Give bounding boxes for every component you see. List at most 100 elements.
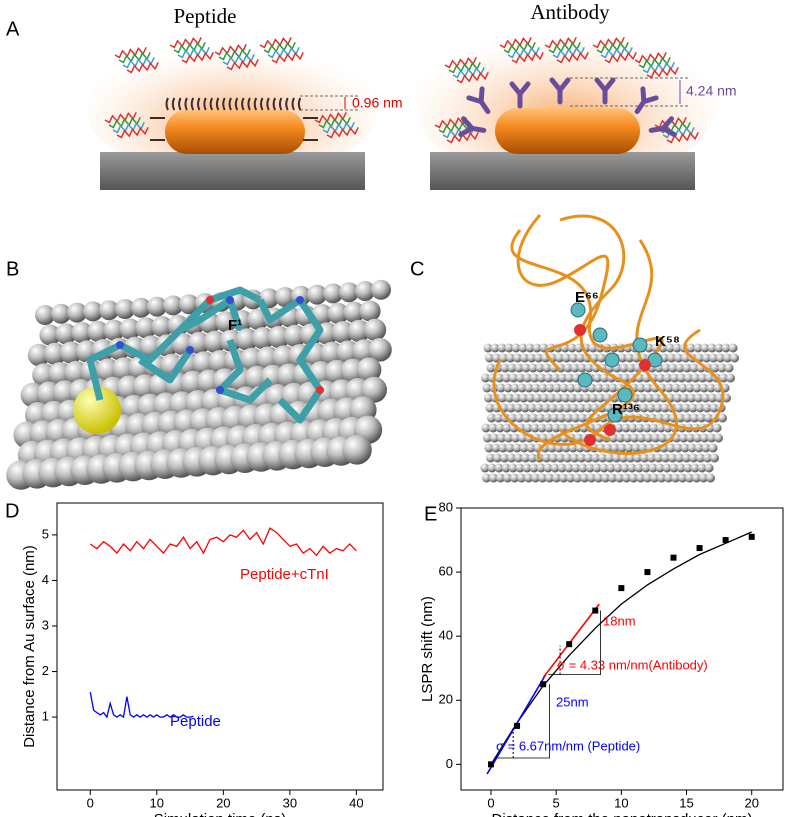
atom [554, 393, 563, 403]
point [487, 761, 494, 768]
atom [356, 357, 382, 383]
nanorod [165, 110, 305, 154]
atom [505, 393, 514, 403]
panel-label: D [5, 500, 19, 522]
atom [116, 341, 124, 349]
atom [621, 423, 631, 433]
x-axis-label: Distance from the nanotransducer (nm) [492, 811, 753, 817]
y-tick-label: 80 [439, 499, 453, 514]
atom [481, 373, 490, 383]
atom [569, 403, 579, 413]
atom [685, 473, 694, 483]
atom [694, 443, 704, 453]
atom [517, 473, 526, 483]
atom [655, 463, 665, 473]
atom [681, 403, 691, 413]
atom [343, 301, 365, 323]
point [592, 607, 599, 614]
antibody [466, 86, 491, 115]
atom [542, 453, 551, 463]
atom [542, 363, 552, 373]
atom [665, 343, 675, 353]
atom [514, 363, 524, 373]
atom [537, 373, 546, 383]
atom [519, 393, 528, 403]
substrate [100, 152, 365, 190]
atom [707, 433, 716, 443]
atom [525, 343, 535, 353]
atom [589, 393, 598, 403]
atom [674, 403, 684, 413]
annotation: σ = 6.67nm/nm (Peptide) [496, 738, 640, 753]
atom [516, 373, 525, 383]
x-tick-label: 15 [679, 795, 693, 810]
panel-label: A [6, 18, 20, 40]
atom [594, 383, 604, 393]
strand [122, 56, 155, 69]
y-tick-label: 1 [42, 709, 49, 724]
atom [521, 453, 530, 463]
atom [699, 473, 708, 483]
atom [686, 433, 695, 443]
atom [71, 322, 93, 344]
atom [673, 443, 683, 453]
atom [251, 327, 275, 350]
peptide [272, 97, 277, 111]
peptide [266, 97, 270, 111]
annotation: σ = 4.33 nm/nm(Antibody) [557, 657, 708, 672]
atom [502, 423, 512, 433]
atom [687, 443, 697, 453]
atom [593, 373, 602, 383]
strand [666, 131, 699, 144]
atom [714, 433, 723, 443]
atom [339, 282, 359, 303]
atom [650, 473, 659, 483]
atom [674, 353, 683, 363]
strand [438, 121, 471, 134]
atom [684, 373, 693, 383]
strand [434, 116, 467, 129]
atom [710, 363, 720, 373]
strand [314, 111, 347, 124]
atom [486, 453, 495, 463]
atom [699, 383, 709, 393]
atom [535, 363, 545, 373]
strand [318, 116, 351, 129]
strand [267, 46, 300, 59]
y-tick-label: 5 [42, 526, 49, 541]
atom [511, 343, 521, 353]
atom [547, 443, 557, 453]
atom [488, 423, 498, 433]
peptide [222, 97, 226, 111]
antibody [648, 116, 677, 138]
atom [636, 383, 646, 393]
atom [526, 393, 535, 403]
atom [584, 363, 594, 373]
strand [263, 41, 296, 54]
point [540, 681, 547, 688]
atom [636, 473, 645, 483]
peptide [215, 97, 220, 111]
atom [519, 443, 529, 453]
atom [323, 283, 343, 304]
atom [594, 473, 603, 483]
annotation: 18nm [603, 613, 636, 628]
atom [495, 423, 505, 433]
atom [543, 463, 553, 473]
atom [726, 373, 735, 383]
x-tick-label: 0 [87, 795, 94, 810]
strand [322, 121, 355, 134]
atom [710, 453, 719, 463]
strand [114, 46, 147, 59]
atom [632, 403, 642, 413]
peptide [278, 97, 283, 111]
atom [565, 373, 574, 383]
atom [562, 403, 572, 413]
atom [673, 393, 682, 403]
point [722, 537, 729, 544]
atom [574, 324, 586, 336]
atom [557, 463, 567, 473]
atom [626, 363, 636, 373]
atom [508, 463, 518, 473]
atom [521, 363, 531, 373]
